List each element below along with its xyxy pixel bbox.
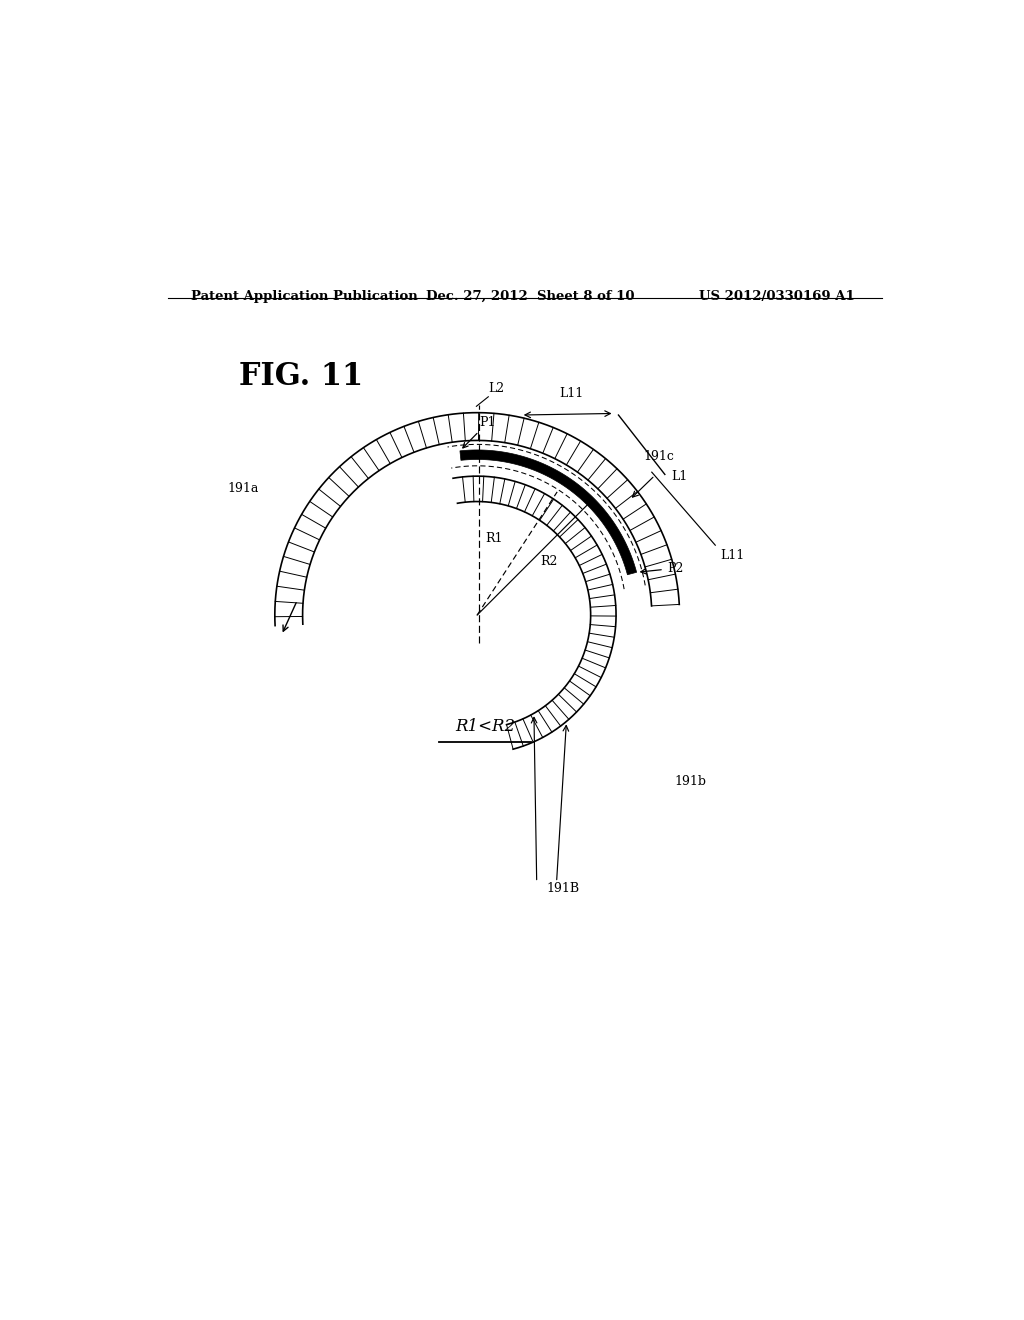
Text: L1: L1 xyxy=(671,470,687,483)
Text: R1: R1 xyxy=(485,532,503,545)
Text: FIG. 11: FIG. 11 xyxy=(240,362,364,392)
Text: P1: P1 xyxy=(463,416,497,447)
Text: US 2012/0330169 A1: US 2012/0330169 A1 xyxy=(699,289,855,302)
Text: L11: L11 xyxy=(559,387,584,400)
Text: 191B: 191B xyxy=(546,882,580,895)
Text: 191c: 191c xyxy=(644,450,675,463)
Text: 191b: 191b xyxy=(674,775,706,788)
Text: 191a: 191a xyxy=(227,482,259,495)
Polygon shape xyxy=(460,450,637,574)
Text: P2: P2 xyxy=(641,562,683,574)
Text: L11: L11 xyxy=(720,549,744,562)
Text: R1<R2: R1<R2 xyxy=(455,718,515,735)
Text: R2: R2 xyxy=(540,556,557,569)
Text: L2: L2 xyxy=(488,383,505,395)
Text: Dec. 27, 2012  Sheet 8 of 10: Dec. 27, 2012 Sheet 8 of 10 xyxy=(426,289,634,302)
Text: Patent Application Publication: Patent Application Publication xyxy=(191,289,418,302)
